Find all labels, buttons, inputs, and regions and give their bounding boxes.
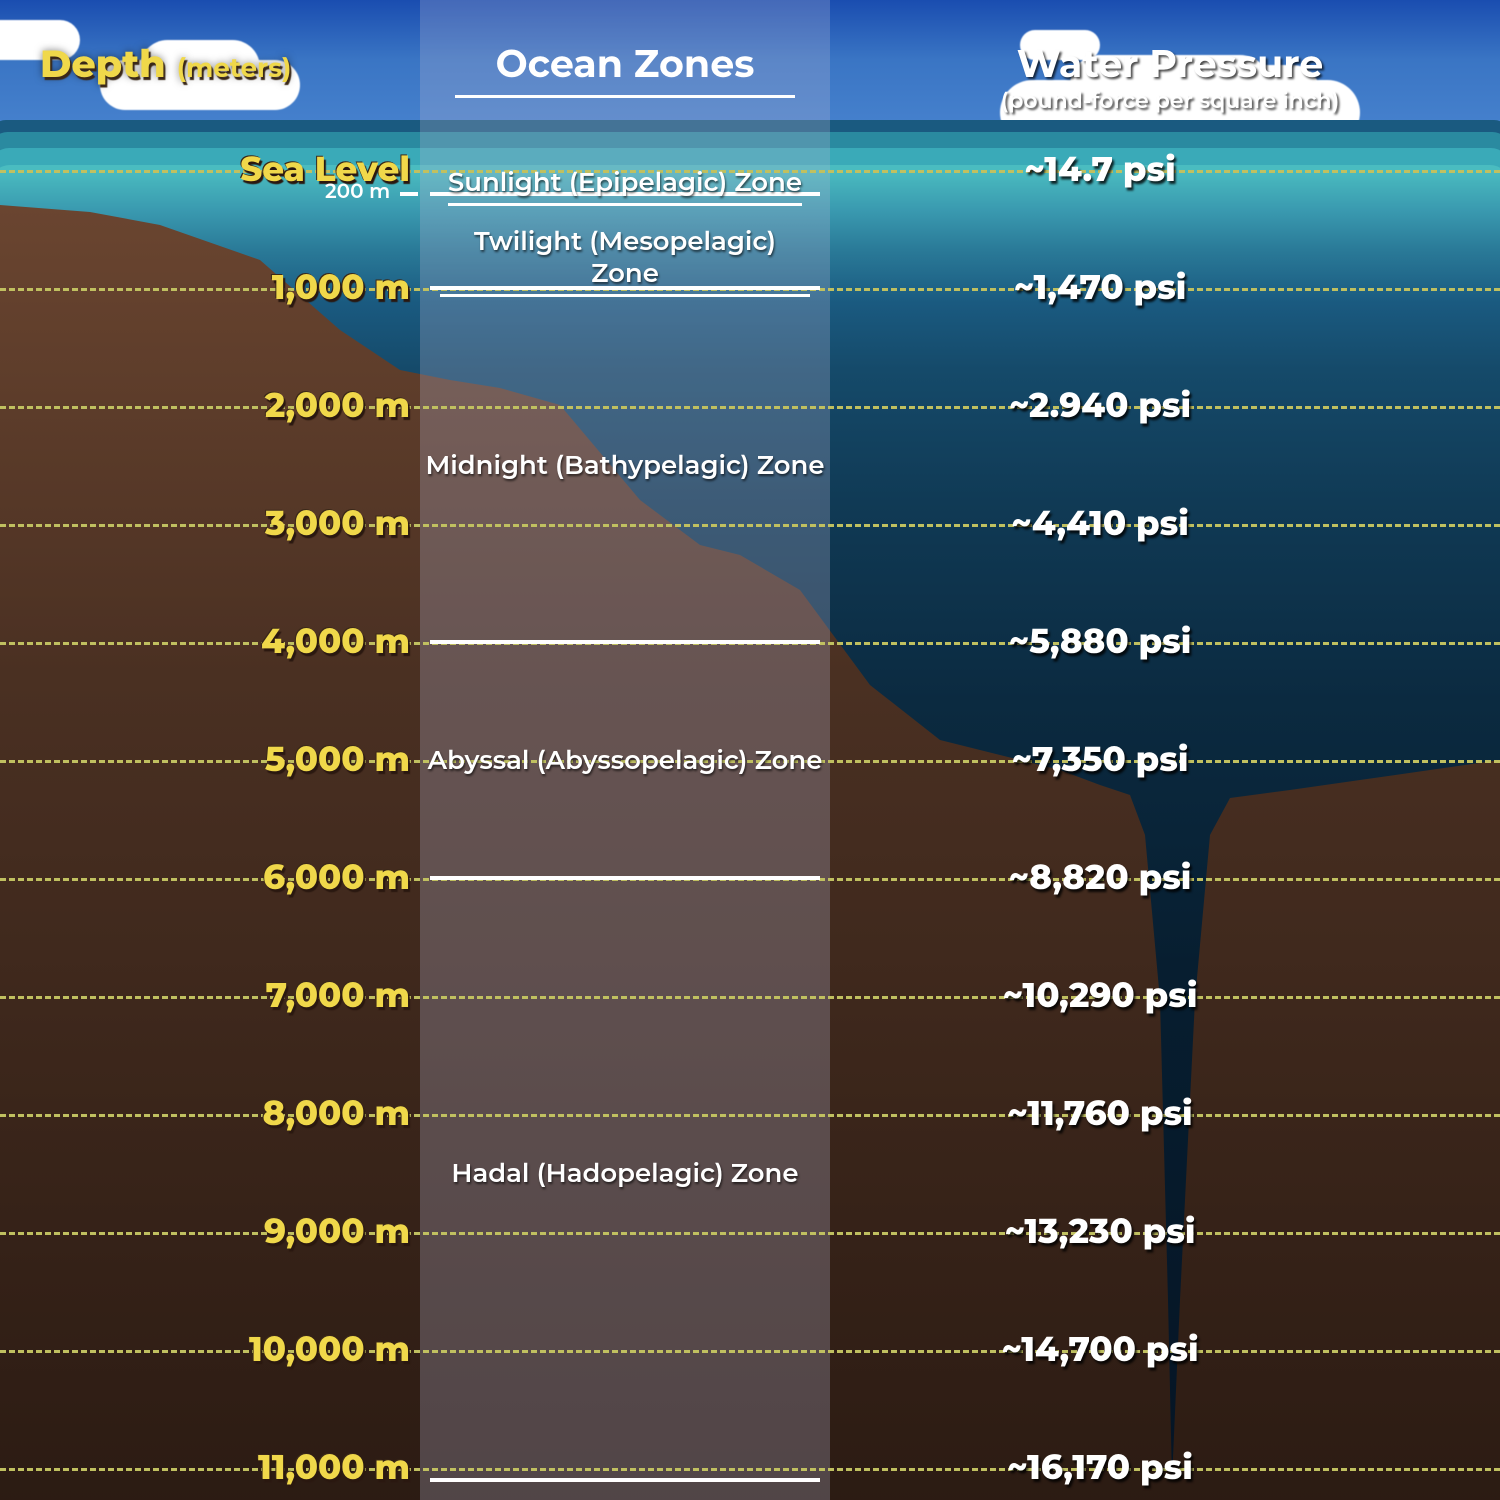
pressure-header: Water Pressure (pound-force per square i… [900, 40, 1440, 114]
zone-name: Sunlight (Epipelagic) Zone [420, 166, 830, 206]
pressure-label: ~7,350 psi [840, 738, 1360, 780]
depth-label: 9,000 m [264, 1210, 410, 1252]
ocean-zones-infographic: Depth (meters) Ocean Zones Water Pressur… [0, 0, 1500, 1500]
zone-name: Midnight (Bathypelagic) Zone [420, 449, 830, 481]
pressure-label: ~16,170 psi [840, 1446, 1360, 1488]
depth-label: 5,000 m [265, 738, 410, 780]
zone-divider [430, 640, 820, 644]
depth-header: Depth (meters) [40, 40, 291, 87]
pressure-label: ~4,410 psi [840, 502, 1360, 544]
pressure-label: ~14,700 psi [840, 1328, 1360, 1370]
depth-label: 1,000 m [272, 266, 410, 308]
pressure-label: ~13,230 psi [840, 1210, 1360, 1252]
zone-name: Hadal (Hadopelagic) Zone [420, 1157, 830, 1189]
depth-tick [400, 192, 418, 196]
pressure-label: ~14.7 psi [840, 148, 1360, 190]
depth-label: 4,000 m [261, 620, 410, 662]
pressure-label: ~11,760 psi [840, 1092, 1360, 1134]
depth-label: 6,000 m [263, 856, 410, 898]
zone-name: Abyssal (Abyssopelagic) Zone [420, 744, 830, 776]
zone-divider [430, 876, 820, 880]
zone-name: Twilight (Mesopelagic) Zone [420, 225, 830, 297]
depth-header-unit: (meters) [177, 52, 292, 84]
pressure-header-unit: (pound-force per square inch) [900, 87, 1440, 114]
pressure-label: ~1,470 psi [840, 266, 1360, 308]
zones-header: Ocean Zones [455, 40, 795, 98]
pressure-label: ~10,290 psi [840, 974, 1360, 1016]
depth-header-title: Depth [40, 40, 166, 87]
depth-label: 2,000 m [265, 384, 410, 426]
depth-label: 10,000 m [249, 1328, 410, 1370]
zone-divider [430, 1478, 820, 1482]
pressure-header-title: Water Pressure [1017, 40, 1324, 87]
pressure-label: ~2.940 psi [840, 384, 1360, 426]
depth-label: 7,000 m [266, 974, 410, 1016]
depth-label-small: 200 m [325, 180, 390, 204]
pressure-label: ~5,880 psi [840, 620, 1360, 662]
depth-label: 3,000 m [265, 502, 410, 544]
depth-label: 11,000 m [258, 1446, 410, 1488]
pressure-label: ~8,820 psi [840, 856, 1360, 898]
depth-label: 8,000 m [262, 1092, 410, 1134]
header-row: Depth (meters) Ocean Zones Water Pressur… [0, 40, 1500, 87]
